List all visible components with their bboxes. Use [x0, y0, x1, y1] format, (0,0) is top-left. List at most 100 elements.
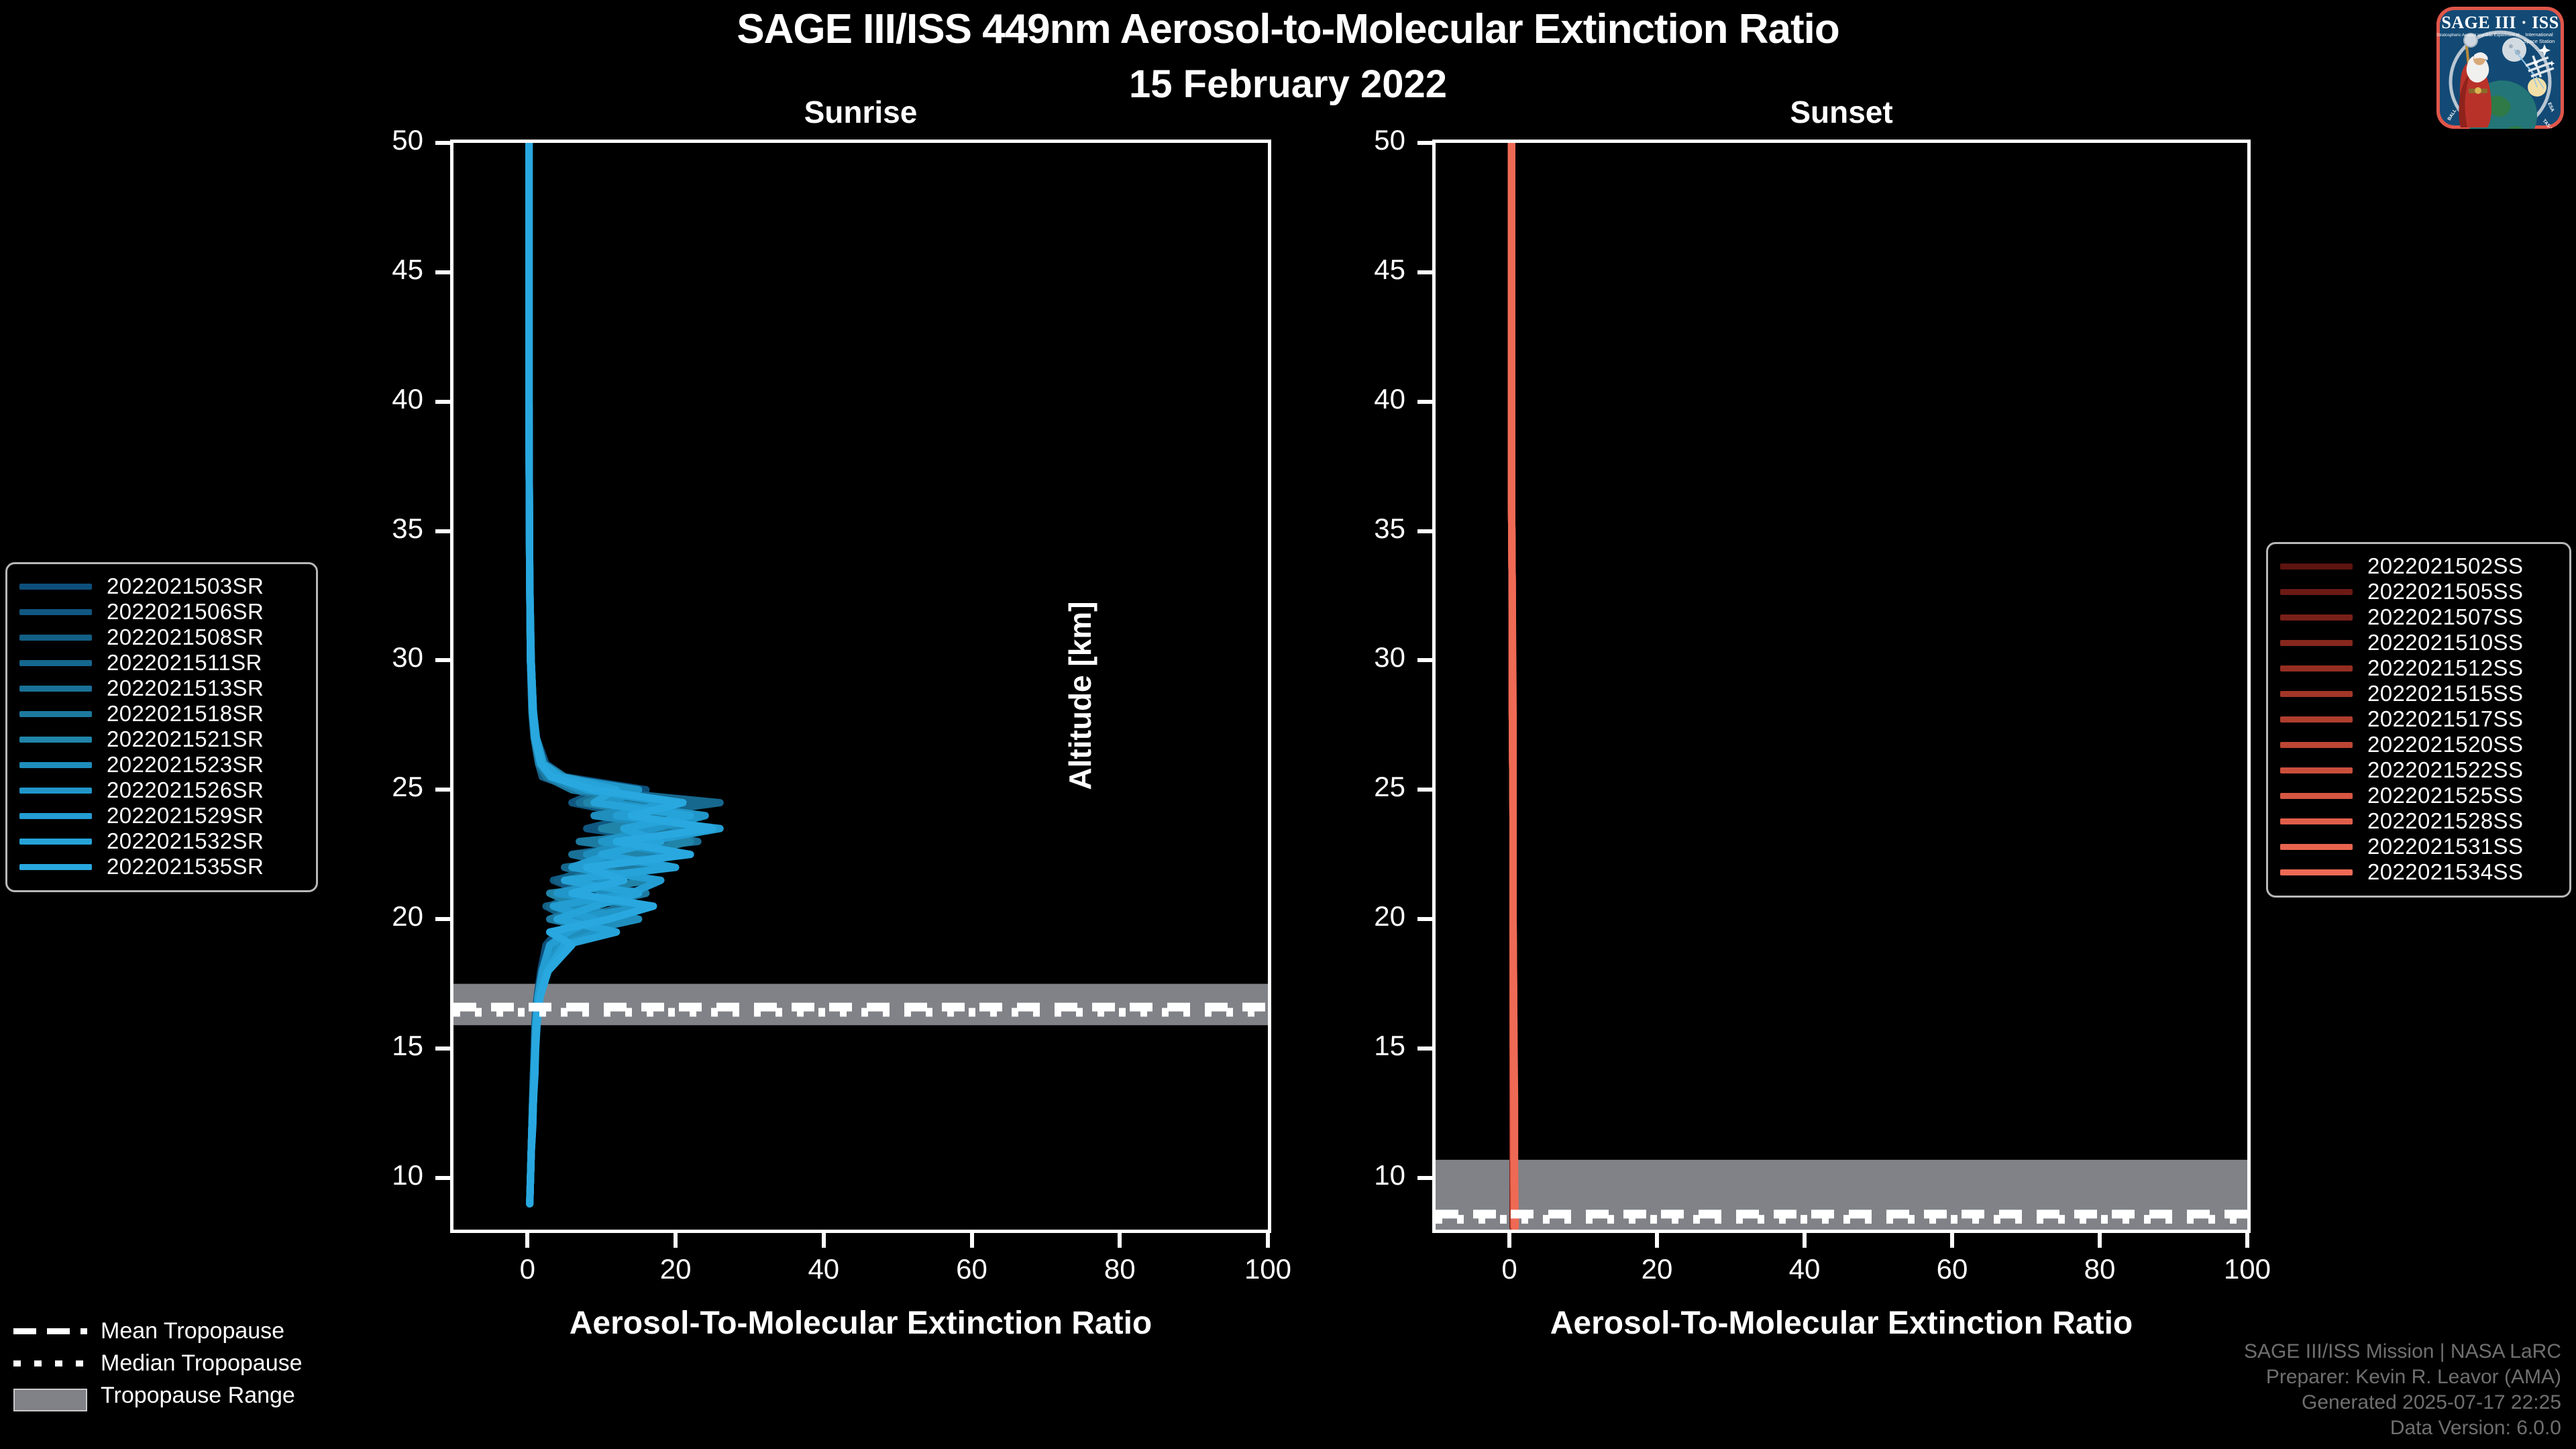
legend-sunrise-item[interactable]: 2022021529SR	[19, 803, 304, 828]
y-tick-mark	[1417, 270, 1432, 274]
legend-item-label: 2022021525SS	[2367, 783, 2524, 808]
y-tick-label: 20	[392, 900, 423, 932]
legend-sunrise-item[interactable]: 2022021532SR	[19, 828, 304, 854]
profile-line	[525, 143, 694, 1208]
legend-sunset-item[interactable]: 2022021515SS	[2280, 681, 2557, 706]
x-tick-label: 0	[1501, 1253, 1517, 1285]
legend-item-label: 2022021502SS	[2367, 553, 2524, 578]
legend-sunset-item[interactable]: 2022021522SS	[2280, 757, 2557, 783]
legend-sunrise-item[interactable]: 2022021513SR	[19, 676, 304, 701]
legend-color-swatch	[19, 812, 92, 819]
legend-sunset-item[interactable]: 2022021517SS	[2280, 706, 2557, 732]
legend-item-label: 2022021534SS	[2367, 859, 2524, 884]
y-tick-label: 50	[1374, 124, 1405, 156]
legend-color-swatch	[19, 710, 92, 717]
x-tick-label: 100	[2223, 1253, 2271, 1285]
x-tick-label: 60	[1936, 1253, 1968, 1285]
legend-sunrise-item[interactable]: 2022021503SR	[19, 574, 304, 599]
legend-sunrise-item[interactable]: 2022021526SR	[19, 777, 304, 803]
footer-credits: SAGE III/ISS Mission | NASA LaRC Prepare…	[2244, 1339, 2561, 1441]
footer-line-generated: Generated 2025-07-17 22:25	[2302, 1391, 2561, 1413]
legend-color-swatch	[19, 761, 92, 768]
legend-sunset-item[interactable]: 2022021505SS	[2280, 579, 2557, 604]
legend-sunset-item[interactable]: 2022021528SS	[2280, 808, 2557, 834]
legend-sunrise-item[interactable]: 2022021511SR	[19, 650, 304, 676]
tropopause-dashed-marker-icon	[13, 1324, 87, 1338]
y-tick-label: 35	[392, 512, 423, 544]
legend-color-swatch	[19, 736, 92, 743]
x-tick-mark	[2098, 1233, 2102, 1248]
y-tick-label: 30	[1374, 641, 1405, 674]
legend-sunset-item[interactable]: 2022021520SS	[2280, 732, 2557, 757]
x-tick-mark	[2245, 1233, 2249, 1248]
logo-subtitle-left: Stratospheric Aerosol and Gas Experiment…	[2436, 33, 2520, 38]
legend-sunset-item[interactable]: 2022021525SS	[2280, 783, 2557, 808]
y-tick-label: 35	[1374, 512, 1405, 544]
y-axis-label-sunset: Altitude [km]	[1063, 601, 1097, 790]
profile-line	[525, 143, 694, 1208]
y-tick-mark	[435, 529, 450, 533]
legend-color-swatch	[2280, 614, 2353, 621]
y-tick-label: 20	[1374, 900, 1405, 932]
footer-line-mission: SAGE III/ISS Mission | NASA LaRC	[2244, 1340, 2561, 1362]
y-tick-label: 10	[392, 1159, 423, 1191]
legend-sunrise-item[interactable]: 2022021521SR	[19, 727, 304, 752]
x-axis-label-sunrise: Aerosol-To-Molecular Extinction Ratio	[569, 1305, 1152, 1341]
legend-sunrise[interactable]: 2022021503SR 2022021506SR 2022021508SR 2022…	[5, 562, 318, 892]
y-tick-label: 30	[392, 641, 423, 674]
legend-item-label: 2022021517SS	[2367, 706, 2524, 731]
logo-subtitle-right-2: Space Station	[2524, 38, 2555, 44]
profile-line	[525, 143, 709, 1208]
profile-line	[525, 143, 724, 1208]
profile-line	[525, 143, 680, 1208]
legend-color-swatch	[2280, 716, 2353, 722]
legend-sunrise-item[interactable]: 2022021518SR	[19, 701, 304, 727]
legend-sunset-item[interactable]: 2022021531SS	[2280, 834, 2557, 859]
legend-item-label: 2022021520SS	[2367, 732, 2524, 757]
x-tick-mark	[969, 1233, 974, 1248]
legend-sunset-item[interactable]: 2022021510SS	[2280, 630, 2557, 655]
legend-item-label: 2022021503SR	[107, 574, 264, 598]
legend-tropopause: Mean Tropopause Median Tropopause Tropopau…	[13, 1315, 329, 1411]
y-tick-mark	[1417, 917, 1432, 922]
legend-sunrise-item[interactable]: 2022021535SR	[19, 854, 304, 879]
legend-sunrise-item[interactable]: 2022021506SR	[19, 599, 304, 625]
x-tick-label: 20	[1641, 1253, 1673, 1285]
legend-color-swatch	[19, 634, 92, 641]
legend-sunrise-item[interactable]: 2022021523SR	[19, 752, 304, 777]
legend-sunrise-item[interactable]: 2022021508SR	[19, 625, 304, 650]
x-tick-label: 80	[2084, 1253, 2116, 1285]
legend-item-label: 2022021526SR	[107, 777, 264, 802]
y-tick-label: 40	[392, 382, 423, 415]
y-tick-label: 15	[392, 1030, 423, 1061]
legend-sunset-item[interactable]: 2022021512SS	[2280, 655, 2557, 681]
legend-color-swatch	[19, 608, 92, 615]
x-tick-mark	[674, 1233, 678, 1248]
y-tick-mark	[435, 270, 450, 274]
y-tick-mark	[435, 658, 450, 663]
legend-sunset[interactable]: 2022021502SS 2022021505SS 2022021507SS 2022…	[2266, 542, 2571, 898]
y-tick-mark	[435, 1046, 450, 1051]
logo-subtitle-right-1: International	[2525, 32, 2553, 38]
y-tick-mark	[435, 917, 450, 922]
y-tick-label: 50	[392, 124, 423, 156]
legend-sunset-item[interactable]: 2022021534SS	[2280, 859, 2557, 885]
y-tick-mark	[435, 141, 450, 145]
legend-color-swatch	[2280, 767, 2353, 773]
legend-color-swatch	[19, 838, 92, 845]
legend-item-label: 2022021515SS	[2367, 681, 2524, 706]
profile-line	[525, 143, 716, 1208]
y-tick-mark	[1417, 788, 1432, 792]
y-tick-mark	[1417, 1175, 1432, 1180]
profile-line	[1507, 143, 1519, 1230]
legend-item-label: 2022021512SS	[2367, 655, 2524, 680]
legend-sunset-item[interactable]: 2022021507SS	[2280, 604, 2557, 630]
legend-item-label: 2022021506SR	[107, 599, 264, 624]
legend-item-label: 2022021511SR	[107, 650, 262, 675]
legend-sunset-item[interactable]: 2022021502SS	[2280, 553, 2557, 579]
legend-color-swatch	[19, 685, 92, 692]
tropopause-legend-item: Tropopause Range	[13, 1379, 329, 1411]
y-tick-label: 25	[392, 771, 423, 803]
tropopause-legend-item: Median Tropopause	[13, 1347, 329, 1379]
legend-item-label: 2022021535SR	[107, 854, 264, 879]
